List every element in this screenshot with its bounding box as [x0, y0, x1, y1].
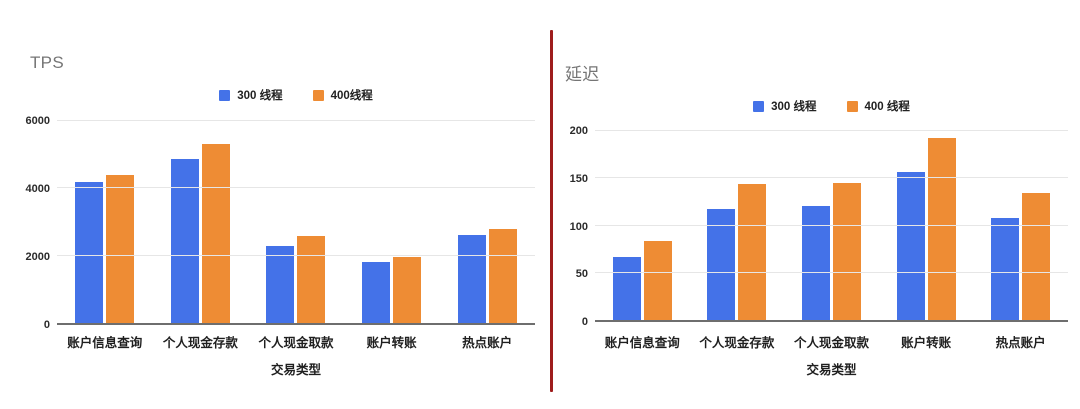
bar-group: [784, 131, 879, 320]
gridline: [595, 271, 1068, 273]
divider-line: [550, 30, 553, 392]
x-category-label: 热点账户: [995, 336, 1046, 350]
gridline: [595, 224, 1068, 226]
latency-x-axis-labels: 账户信息查询 个人现金存款 个人现金取款 账户转账 热点账户: [595, 332, 1068, 351]
bar: [266, 245, 295, 323]
x-category-label: 热点账户: [462, 336, 513, 350]
tps-legend: 300 线程 400线程: [57, 88, 535, 102]
gridline: [595, 177, 1068, 179]
gridline: [595, 130, 1068, 131]
bar: [896, 171, 925, 320]
y-tick-label: 150: [569, 172, 588, 185]
bar-group: [595, 131, 690, 320]
legend-swatch-icon: [219, 89, 231, 101]
legend-item: 400线程: [312, 87, 373, 103]
y-tick-label: 4000: [25, 182, 50, 195]
bar: [488, 229, 517, 323]
x-category-label: 账户信息查询: [67, 336, 143, 350]
x-category-label: 个人现金存款: [162, 336, 238, 350]
bar: [457, 234, 486, 323]
bar: [1022, 193, 1051, 320]
latency-chart-title: 延迟: [565, 65, 600, 84]
latency-plot-area: [595, 130, 1068, 322]
legend-swatch-icon: [312, 89, 324, 101]
legend-swatch-icon: [753, 100, 765, 112]
bar: [991, 217, 1020, 320]
x-category-label: 个人现金取款: [258, 336, 334, 350]
x-category-label: 个人现金存款: [699, 336, 775, 350]
legend-item: 300 线程: [753, 98, 817, 114]
x-category-label: 账户转账: [366, 336, 417, 350]
legend-label: 300 线程: [237, 90, 283, 102]
bar: [927, 137, 956, 320]
bar: [643, 240, 672, 320]
tps-bar-groups: [57, 121, 535, 323]
bar-group: [57, 121, 153, 323]
gridline: [57, 187, 535, 189]
bar: [201, 143, 230, 323]
bar: [801, 205, 830, 320]
bar: [393, 257, 422, 323]
bar: [170, 159, 199, 323]
bar-group: [879, 131, 974, 320]
legend-item: 300 线程: [219, 87, 283, 103]
y-tick-label: 2000: [25, 250, 50, 263]
tps-x-axis-title: 交易类型: [270, 363, 321, 377]
bar-group: [344, 121, 440, 323]
latency-legend: 300 线程 400 线程: [595, 99, 1068, 113]
legend-label: 400 线程: [864, 101, 910, 113]
latency-bar-groups: [595, 131, 1068, 320]
bar-group: [153, 121, 249, 323]
bar: [362, 261, 391, 323]
bar-group: [690, 131, 785, 320]
legend-label: 300 线程: [771, 101, 817, 113]
bar: [106, 174, 135, 323]
bar: [612, 256, 641, 320]
y-tick-label: 100: [569, 220, 588, 233]
bar: [738, 183, 767, 320]
bar: [707, 209, 736, 320]
gridline: [57, 254, 535, 256]
x-category-label: 账户信息查询: [604, 336, 680, 350]
x-category-label: 个人现金取款: [793, 336, 869, 350]
legend-label: 400线程: [330, 90, 373, 102]
y-tick-label: 6000: [25, 115, 50, 127]
y-tick-label: 0: [43, 319, 50, 331]
y-tick-label: 50: [575, 268, 588, 281]
x-category-label: 账户转账: [901, 336, 952, 350]
tps-plot-area: [57, 120, 535, 325]
legend-swatch-icon: [846, 100, 858, 112]
latency-y-axis-labels: 0 50 100 150 200: [545, 125, 588, 328]
bar-group: [973, 131, 1068, 320]
bar: [297, 236, 326, 323]
bar: [75, 181, 104, 323]
bar: [832, 182, 861, 320]
bar-group: [248, 121, 344, 323]
tps-chart-title: TPS: [30, 53, 64, 72]
latency-x-axis-title: 交易类型: [806, 363, 857, 377]
y-tick-label: 0: [581, 316, 588, 328]
bar-group: [439, 121, 535, 323]
gridline: [57, 120, 535, 121]
tps-x-axis-labels: 账户信息查询 个人现金存款 个人现金取款 账户转账 热点账户: [57, 332, 535, 351]
legend-item: 400 线程: [846, 98, 910, 114]
tps-y-axis-labels: 0 2000 4000 6000: [0, 115, 50, 331]
y-tick-label: 200: [569, 125, 588, 137]
